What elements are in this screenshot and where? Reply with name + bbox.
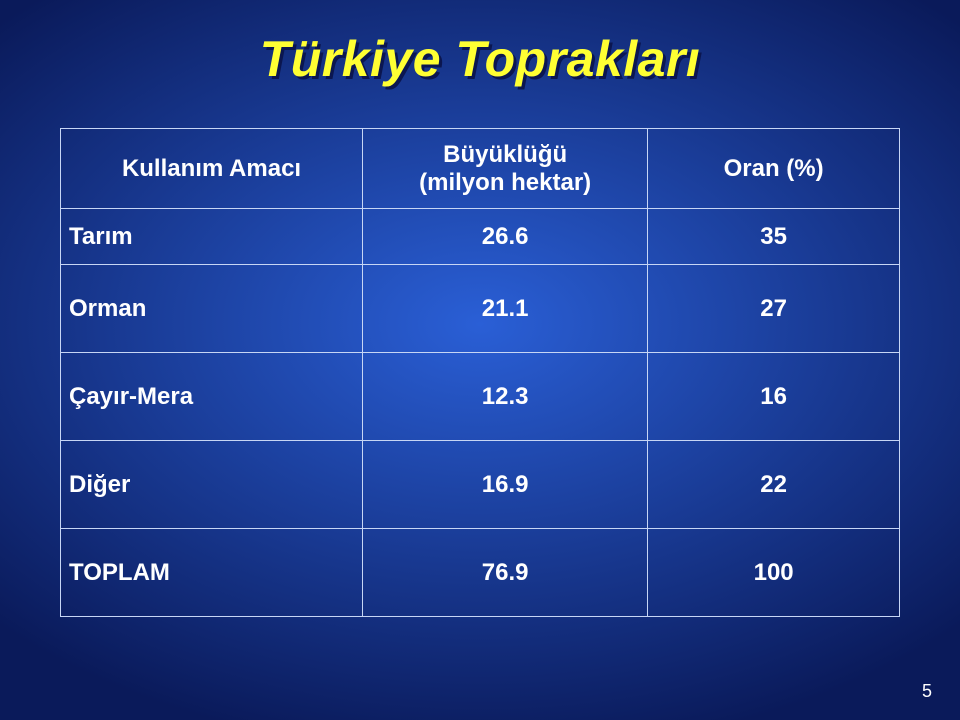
table-row: Çayır-Mera 12.3 16: [61, 353, 900, 441]
col-header-usage: Kullanım Amacı: [61, 129, 363, 209]
cell-label: TOPLAM: [61, 529, 363, 617]
cell-size: 21.1: [363, 265, 648, 353]
slide-title-text: Türkiye Toprakları: [260, 31, 701, 87]
cell-label: Diğer: [61, 441, 363, 529]
page-number: 5: [922, 681, 932, 702]
col-header-size: Büyüklüğü(milyon hektar): [363, 129, 648, 209]
table-row: Diğer 16.9 22: [61, 441, 900, 529]
cell-size: 16.9: [363, 441, 648, 529]
col-header-pct: Oran (%): [648, 129, 900, 209]
table-body: Tarım 26.6 35 Orman 21.1 27 Çayır-Mera 1…: [61, 209, 900, 617]
cell-size: 12.3: [363, 353, 648, 441]
cell-pct: 22: [648, 441, 900, 529]
cell-label: Orman: [61, 265, 363, 353]
table-row: Orman 21.1 27: [61, 265, 900, 353]
slide: Türkiye Toprakları Türkiye Toprakları Ku…: [0, 0, 960, 720]
table-header-row: Kullanım Amacı Büyüklüğü(milyon hektar) …: [61, 129, 900, 209]
land-use-table: Kullanım Amacı Büyüklüğü(milyon hektar) …: [60, 128, 900, 617]
cell-label: Çayır-Mera: [61, 353, 363, 441]
table-row: Tarım 26.6 35: [61, 209, 900, 265]
cell-size: 76.9: [363, 529, 648, 617]
cell-pct: 100: [648, 529, 900, 617]
cell-pct: 27: [648, 265, 900, 353]
table-row: TOPLAM 76.9 100: [61, 529, 900, 617]
cell-size: 26.6: [363, 209, 648, 265]
cell-pct: 35: [648, 209, 900, 265]
cell-label: Tarım: [61, 209, 363, 265]
cell-pct: 16: [648, 353, 900, 441]
slide-title: Türkiye Toprakları Türkiye Toprakları: [60, 30, 900, 88]
